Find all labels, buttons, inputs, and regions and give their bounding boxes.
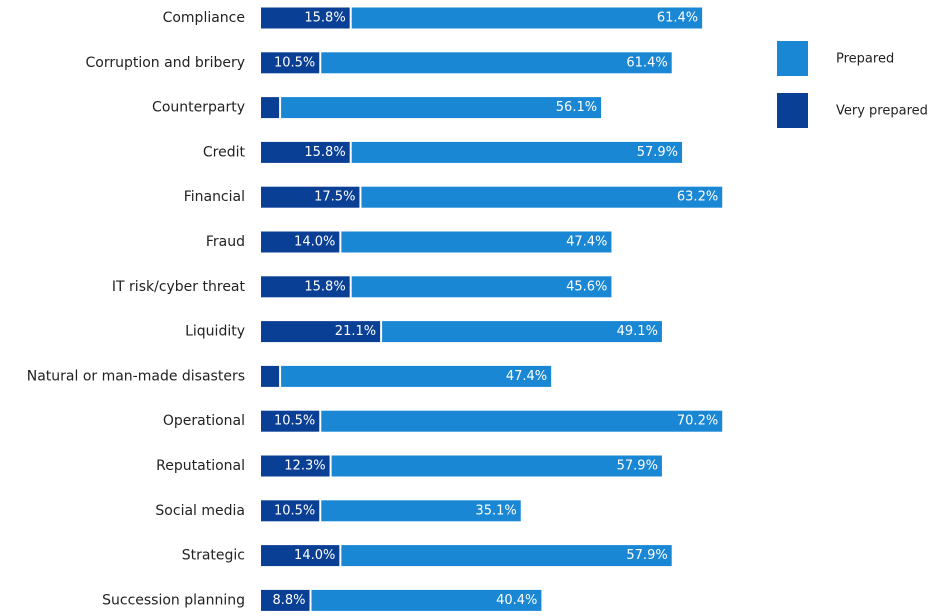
bar-segment xyxy=(261,186,360,208)
legend-swatch xyxy=(777,93,808,128)
value-label: 45.6% xyxy=(566,279,607,294)
bar-segment xyxy=(261,545,340,567)
legend-label: Prepared xyxy=(836,52,894,67)
category-label: Liquidity xyxy=(185,324,245,340)
category-label: Credit xyxy=(203,144,246,160)
value-label: 61.4% xyxy=(657,11,698,26)
value-label: 10.5% xyxy=(274,503,315,518)
value-label: 63.2% xyxy=(677,190,718,205)
bar-segment xyxy=(341,545,672,567)
bar-segment xyxy=(261,97,280,119)
value-label: 47.4% xyxy=(566,235,607,250)
value-label: 21.1% xyxy=(335,324,376,339)
bar-segment xyxy=(341,231,612,253)
bar-segment xyxy=(261,410,320,432)
value-label: 15.8% xyxy=(304,279,345,294)
legend-swatch xyxy=(777,41,808,76)
category-label: Counterparty xyxy=(152,100,245,116)
value-label: 57.9% xyxy=(617,459,658,474)
category-label: Succession planning xyxy=(102,592,245,608)
value-label: 17.5% xyxy=(314,190,355,205)
bar-segment xyxy=(261,589,310,611)
value-label: 10.5% xyxy=(274,414,315,429)
category-label: IT risk/cyber threat xyxy=(112,279,246,295)
category-label: Compliance xyxy=(163,10,245,26)
category-label: Operational xyxy=(163,413,245,429)
category-label: Strategic xyxy=(182,548,245,564)
legend-label: Very prepared xyxy=(836,104,928,119)
value-label: 56.1% xyxy=(556,100,597,115)
category-label: Corruption and bribery xyxy=(86,55,246,71)
bar-segment xyxy=(281,97,602,119)
bar-segment xyxy=(321,410,723,432)
bar-segment xyxy=(261,321,381,343)
bar-segment xyxy=(261,500,320,522)
category-label: Financial xyxy=(184,189,245,205)
value-label: 57.9% xyxy=(626,548,667,563)
value-label: 49.1% xyxy=(617,324,658,339)
bar-segment xyxy=(351,141,683,163)
value-label: 8.8% xyxy=(272,593,305,608)
bar-segment xyxy=(261,141,350,163)
value-label: 70.2% xyxy=(677,414,718,429)
value-label: 10.5% xyxy=(274,55,315,70)
value-label: 14.0% xyxy=(294,235,335,250)
bar-segment xyxy=(382,321,662,343)
value-label: 15.8% xyxy=(304,11,345,26)
category-label: Fraud xyxy=(206,234,245,250)
bar-segment xyxy=(351,7,703,29)
bar-segment xyxy=(311,589,542,611)
value-label: 35.1% xyxy=(475,503,516,518)
value-label: 47.4% xyxy=(506,369,547,384)
value-label: 61.4% xyxy=(626,55,667,70)
bar-segment xyxy=(261,455,330,477)
bar-segment xyxy=(261,7,350,29)
bar-segment xyxy=(261,231,340,253)
category-label: Social media xyxy=(155,503,245,519)
category-label: Reputational xyxy=(156,458,245,474)
bar-segment xyxy=(321,500,521,522)
value-label: 12.3% xyxy=(284,459,325,474)
bar-segment xyxy=(361,186,723,208)
bar-segment xyxy=(321,52,672,74)
bar-segment xyxy=(351,276,612,298)
value-label: 57.9% xyxy=(637,145,678,160)
bar-segment xyxy=(261,365,280,387)
value-label: 40.4% xyxy=(496,593,537,608)
value-label: 15.8% xyxy=(304,145,345,160)
bar-segment xyxy=(261,276,350,298)
bar-segment xyxy=(261,52,320,74)
value-label: 14.0% xyxy=(294,548,335,563)
bar-segment xyxy=(331,455,662,477)
category-label: Natural or man-made disasters xyxy=(27,368,245,384)
bar-segment xyxy=(281,365,552,387)
